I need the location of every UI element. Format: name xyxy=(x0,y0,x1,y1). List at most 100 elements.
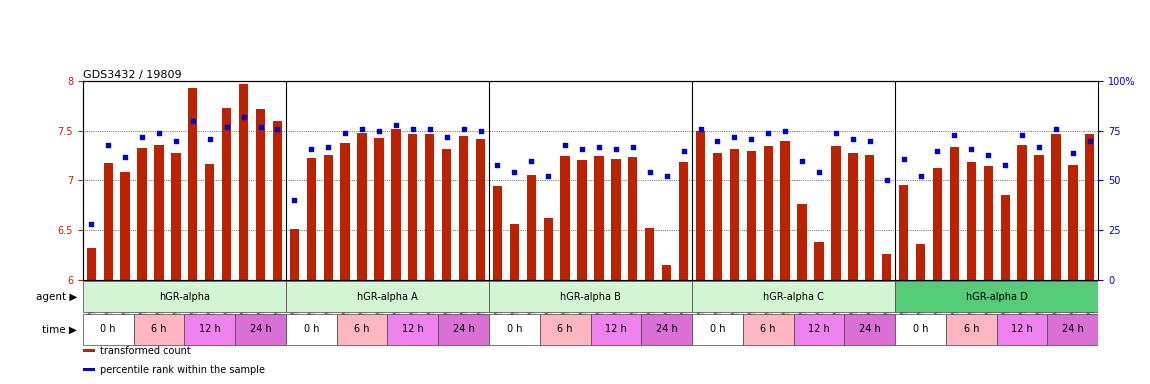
Text: 6 h: 6 h xyxy=(760,324,776,334)
Text: 12 h: 12 h xyxy=(605,324,627,334)
Point xyxy=(217,124,236,130)
Point xyxy=(963,146,981,152)
Bar xyxy=(388,314,438,345)
Bar xyxy=(493,187,503,280)
Bar xyxy=(612,159,621,280)
Point xyxy=(252,124,270,130)
Bar xyxy=(1018,144,1027,280)
Text: 24 h: 24 h xyxy=(656,324,677,334)
Text: percentile rank within the sample: percentile rank within the sample xyxy=(100,365,264,375)
Bar xyxy=(290,229,299,280)
Point xyxy=(133,134,152,140)
Bar xyxy=(645,228,654,280)
Bar xyxy=(86,248,95,280)
Point xyxy=(421,126,439,132)
Bar xyxy=(713,152,722,280)
Bar xyxy=(560,156,569,280)
Point xyxy=(285,197,304,204)
Bar xyxy=(323,154,332,280)
Bar xyxy=(239,84,248,280)
Text: 6 h: 6 h xyxy=(354,324,370,334)
Point xyxy=(319,144,337,150)
Text: GDS3432 / 19809: GDS3432 / 19809 xyxy=(83,70,182,80)
Bar xyxy=(595,156,604,280)
Bar xyxy=(133,314,184,345)
Point xyxy=(454,126,473,132)
Point xyxy=(860,137,879,144)
Bar xyxy=(154,144,163,280)
Bar xyxy=(171,152,181,280)
Bar xyxy=(746,151,756,280)
Bar xyxy=(793,314,844,345)
Bar xyxy=(849,152,858,280)
Bar xyxy=(408,134,417,280)
Point xyxy=(386,121,405,127)
Bar xyxy=(137,147,147,280)
Bar xyxy=(844,314,895,345)
Point xyxy=(776,127,795,134)
Bar xyxy=(489,281,692,312)
Text: hGR-alpha A: hGR-alpha A xyxy=(356,291,417,302)
Point xyxy=(555,141,574,147)
Bar xyxy=(426,134,435,280)
Point xyxy=(895,156,913,162)
Bar xyxy=(286,281,489,312)
Bar xyxy=(591,314,642,345)
Text: 12 h: 12 h xyxy=(1011,324,1033,334)
Point xyxy=(792,157,811,164)
Point xyxy=(607,146,626,152)
Point xyxy=(590,144,608,150)
Point xyxy=(708,137,727,144)
Text: 6 h: 6 h xyxy=(558,324,573,334)
Point xyxy=(996,161,1014,167)
Point xyxy=(623,144,642,150)
Bar xyxy=(337,314,388,345)
Bar xyxy=(222,108,231,280)
Point xyxy=(641,169,659,175)
Text: 0 h: 0 h xyxy=(100,324,116,334)
Point xyxy=(437,134,455,140)
Text: hGR-alpha: hGR-alpha xyxy=(159,291,209,302)
Point xyxy=(1081,137,1099,144)
Bar xyxy=(882,254,891,280)
Point xyxy=(370,127,389,134)
Text: 24 h: 24 h xyxy=(859,324,881,334)
Point xyxy=(928,147,946,154)
Bar xyxy=(1034,154,1044,280)
Bar xyxy=(509,224,519,280)
Text: time ▶: time ▶ xyxy=(43,324,77,334)
Text: 12 h: 12 h xyxy=(402,324,423,334)
Text: 0 h: 0 h xyxy=(304,324,319,334)
Text: 24 h: 24 h xyxy=(453,324,475,334)
Bar xyxy=(642,314,692,345)
Bar xyxy=(696,131,705,280)
Point xyxy=(404,126,422,132)
Bar xyxy=(678,162,688,280)
Bar xyxy=(1086,134,1095,280)
Bar xyxy=(797,204,807,280)
Bar xyxy=(764,146,773,280)
Bar xyxy=(307,157,316,280)
Text: hGR-alpha C: hGR-alpha C xyxy=(764,291,825,302)
Bar xyxy=(1051,134,1060,280)
Bar xyxy=(1000,195,1010,280)
Point xyxy=(505,169,523,175)
Bar xyxy=(899,185,909,280)
Bar xyxy=(743,314,793,345)
Point xyxy=(522,157,540,164)
Point xyxy=(759,129,777,136)
Bar xyxy=(340,142,350,280)
Point xyxy=(827,129,845,136)
Bar xyxy=(967,162,976,280)
Bar xyxy=(1048,314,1098,345)
Bar xyxy=(442,149,451,280)
Bar xyxy=(83,368,95,371)
Bar xyxy=(983,166,992,280)
Bar xyxy=(692,281,895,312)
Point xyxy=(1013,131,1032,137)
Bar xyxy=(950,147,959,280)
Bar xyxy=(539,314,591,345)
Text: 6 h: 6 h xyxy=(964,324,979,334)
Point xyxy=(184,118,202,124)
Point xyxy=(150,129,168,136)
